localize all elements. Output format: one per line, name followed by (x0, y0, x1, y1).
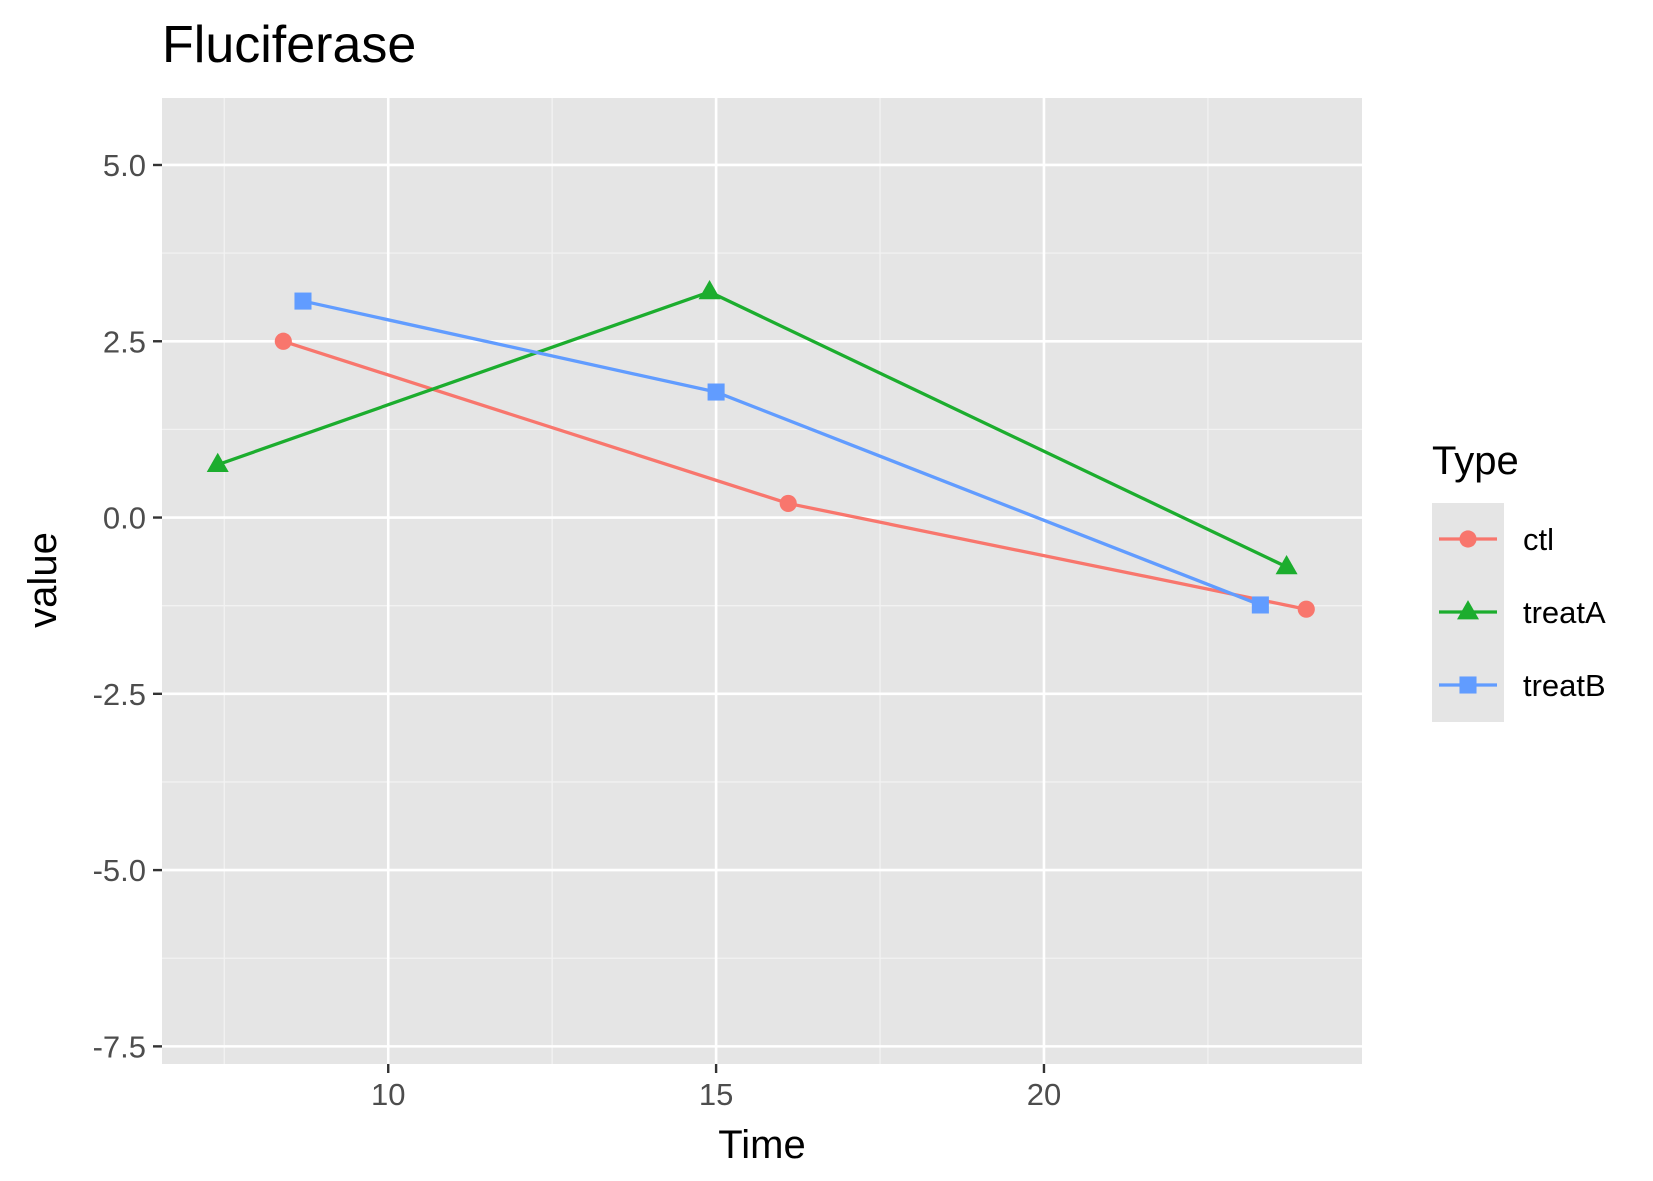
y-tick-label: 5.0 (103, 148, 146, 183)
y-tick-label: -7.5 (93, 1029, 146, 1064)
data-point-treatB (1251, 596, 1269, 614)
data-point-treatA (206, 452, 229, 472)
x-tick-label: 15 (699, 1077, 733, 1112)
x-axis-title: Time (718, 1123, 805, 1167)
y-tick-label: -2.5 (93, 677, 146, 712)
legend-key-marker (1459, 530, 1477, 548)
data-point-ctl (1297, 600, 1315, 618)
legend-key-marker (1459, 676, 1477, 694)
legend-item-treatB: treatB (1439, 668, 1606, 703)
data-point-treatB (707, 383, 725, 401)
data-point-treatA (698, 279, 721, 300)
plot-panel (162, 98, 1362, 1064)
y-axis-title: value (21, 532, 65, 628)
series-layer (206, 279, 1315, 618)
legend-label: ctl (1523, 522, 1554, 557)
series-treatB (294, 292, 1269, 614)
legend: Type ctl treatA treatB (1432, 439, 1606, 722)
legend-title: Type (1432, 439, 1519, 483)
x-tick-label: 20 (1027, 1077, 1061, 1112)
y-tick-label: -5.0 (93, 853, 146, 888)
legend-item-ctl: ctl (1439, 522, 1554, 557)
data-point-ctl (779, 494, 797, 513)
series-treatA (206, 279, 1298, 575)
legend-label: treatA (1523, 595, 1606, 630)
x-axis: 10 15 20 (371, 1064, 1061, 1112)
x-tick-label: 10 (371, 1077, 405, 1112)
legend-key-marker (1457, 600, 1479, 620)
chart-title: Fluciferase (162, 16, 416, 74)
data-point-ctl (274, 332, 292, 350)
legend-label: treatB (1523, 668, 1606, 703)
data-point-treatB (294, 292, 312, 310)
y-tick-label: 0.0 (103, 501, 146, 536)
gridlines (162, 98, 1362, 1064)
data-point-treatA (1275, 554, 1298, 575)
legend-item-treatA: treatA (1439, 595, 1606, 630)
y-tick-label: 2.5 (103, 324, 146, 359)
y-axis: 5.0 2.5 0.0 -2.5 -5.0 -7.5 (93, 148, 162, 1064)
series-ctl (274, 332, 1315, 618)
